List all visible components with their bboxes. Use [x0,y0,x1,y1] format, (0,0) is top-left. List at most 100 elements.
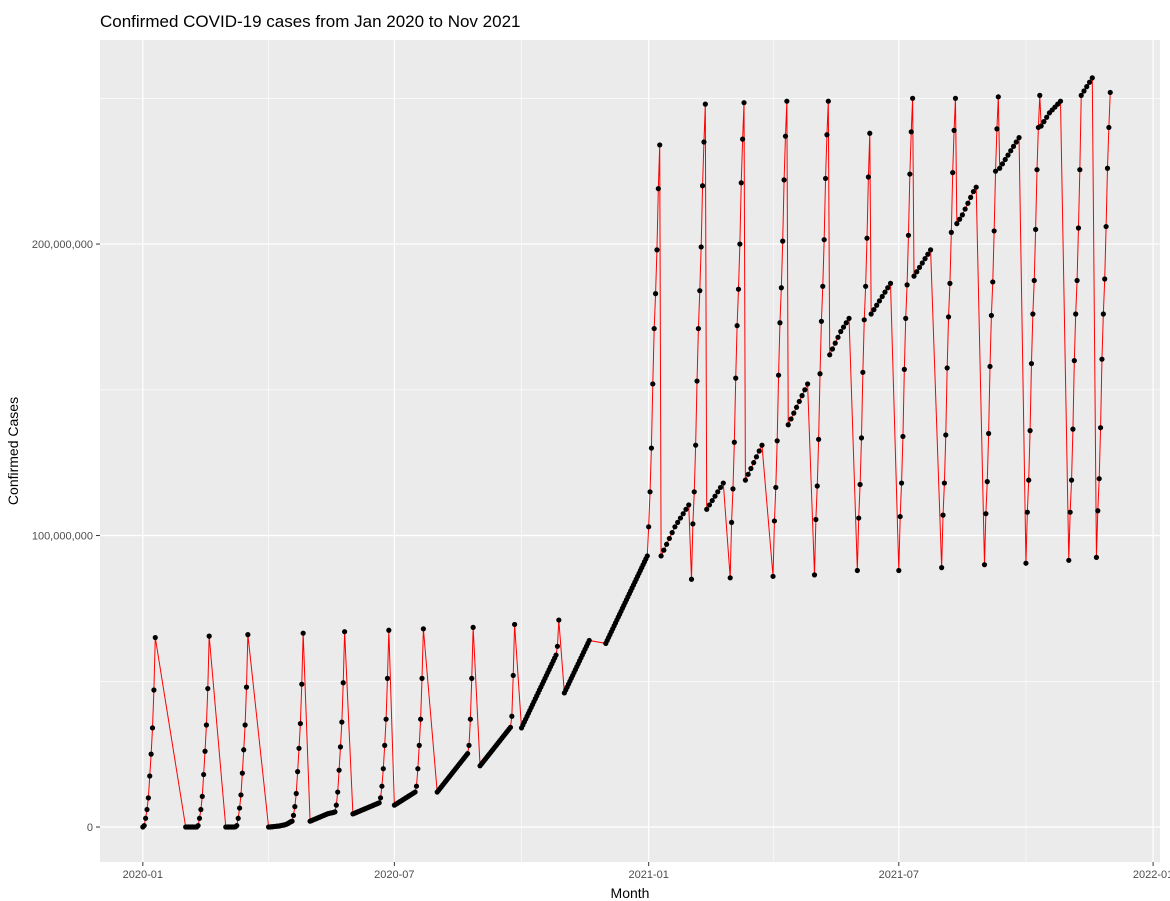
data-point [730,486,736,492]
data-point [467,716,473,722]
data-point [554,643,561,649]
data-point [995,94,1001,100]
data-point [773,484,779,491]
data-point [780,238,786,244]
data-point [202,748,208,754]
data-point [965,200,971,206]
data-point [1057,98,1064,104]
data-point [1067,509,1073,515]
data-point [1038,123,1044,129]
data-point [748,465,754,472]
data-point [144,806,150,813]
data-point [697,288,703,294]
data-point [655,186,661,192]
data-point [944,365,950,371]
data-point [1066,557,1072,563]
data-point [952,95,959,101]
x-tick-label: 2020-07 [374,869,414,881]
data-point [903,315,909,321]
data-point [419,675,425,681]
data-point [948,229,954,235]
data-point [717,484,724,491]
data-point [816,436,822,442]
data-point [647,489,653,495]
data-point [149,725,156,731]
data-point [465,750,471,757]
data-point [778,285,784,291]
y-tick-label: 200,000,000 [32,239,93,251]
x-tick-label: 2022-01 [1133,869,1170,881]
data-point [907,171,913,177]
data-point [383,716,389,722]
data-point [863,283,869,289]
data-point [835,334,841,340]
data-point [734,323,740,329]
data-point [586,637,592,644]
data-point [340,680,346,686]
data-point [738,180,744,186]
data-point [690,521,696,527]
x-tick-label: 2020-01 [123,869,163,881]
data-point [683,506,689,512]
data-point [677,515,684,521]
data-point [788,416,794,422]
data-point [1107,89,1113,96]
data-point [940,512,946,518]
data-point [648,445,655,451]
data-point [821,237,827,243]
data-point [1026,477,1032,483]
data-point [507,724,514,730]
data-point [510,672,516,679]
data-point [1024,509,1030,515]
data-point [333,802,339,808]
data-point [775,372,782,378]
x-tick-label: 2021-01 [628,869,668,881]
data-point [386,627,392,633]
data-point [865,174,872,180]
data-point [973,184,979,190]
data-point [1089,75,1095,81]
data-point [1013,139,1019,145]
data-point [1081,88,1087,94]
data-point [811,572,818,578]
data-point [651,325,657,332]
data-point [658,553,664,559]
data-point [1073,311,1079,317]
data-point [999,161,1006,167]
data-point [1102,276,1108,282]
data-point [509,713,515,719]
data-point [874,302,880,308]
data-point [962,206,968,212]
data-point [951,127,957,133]
data-point [813,516,819,523]
data-point [1084,84,1090,90]
data-point [706,502,713,508]
data-point [983,511,989,517]
data-point [289,818,295,824]
data-point [141,822,147,829]
data-point [827,352,833,358]
data-point [205,685,211,692]
data-point [782,133,789,139]
data-point [243,684,250,690]
data-point [337,744,344,750]
data-point [901,366,907,372]
data-point [777,320,783,326]
data-point [832,340,838,346]
data-point [235,815,241,821]
data-point [680,511,686,517]
data-point [195,822,201,829]
data-point [997,165,1003,171]
data-point [147,773,153,779]
data-point [1041,119,1047,125]
data-point [1031,277,1037,284]
data-point [342,629,348,635]
data-point [1010,143,1017,149]
data-point [152,634,158,641]
data-point [652,291,659,297]
data-point [1103,223,1109,230]
data-point [861,317,867,323]
y-tick-label: 0 [87,822,93,834]
data-point [988,312,995,319]
